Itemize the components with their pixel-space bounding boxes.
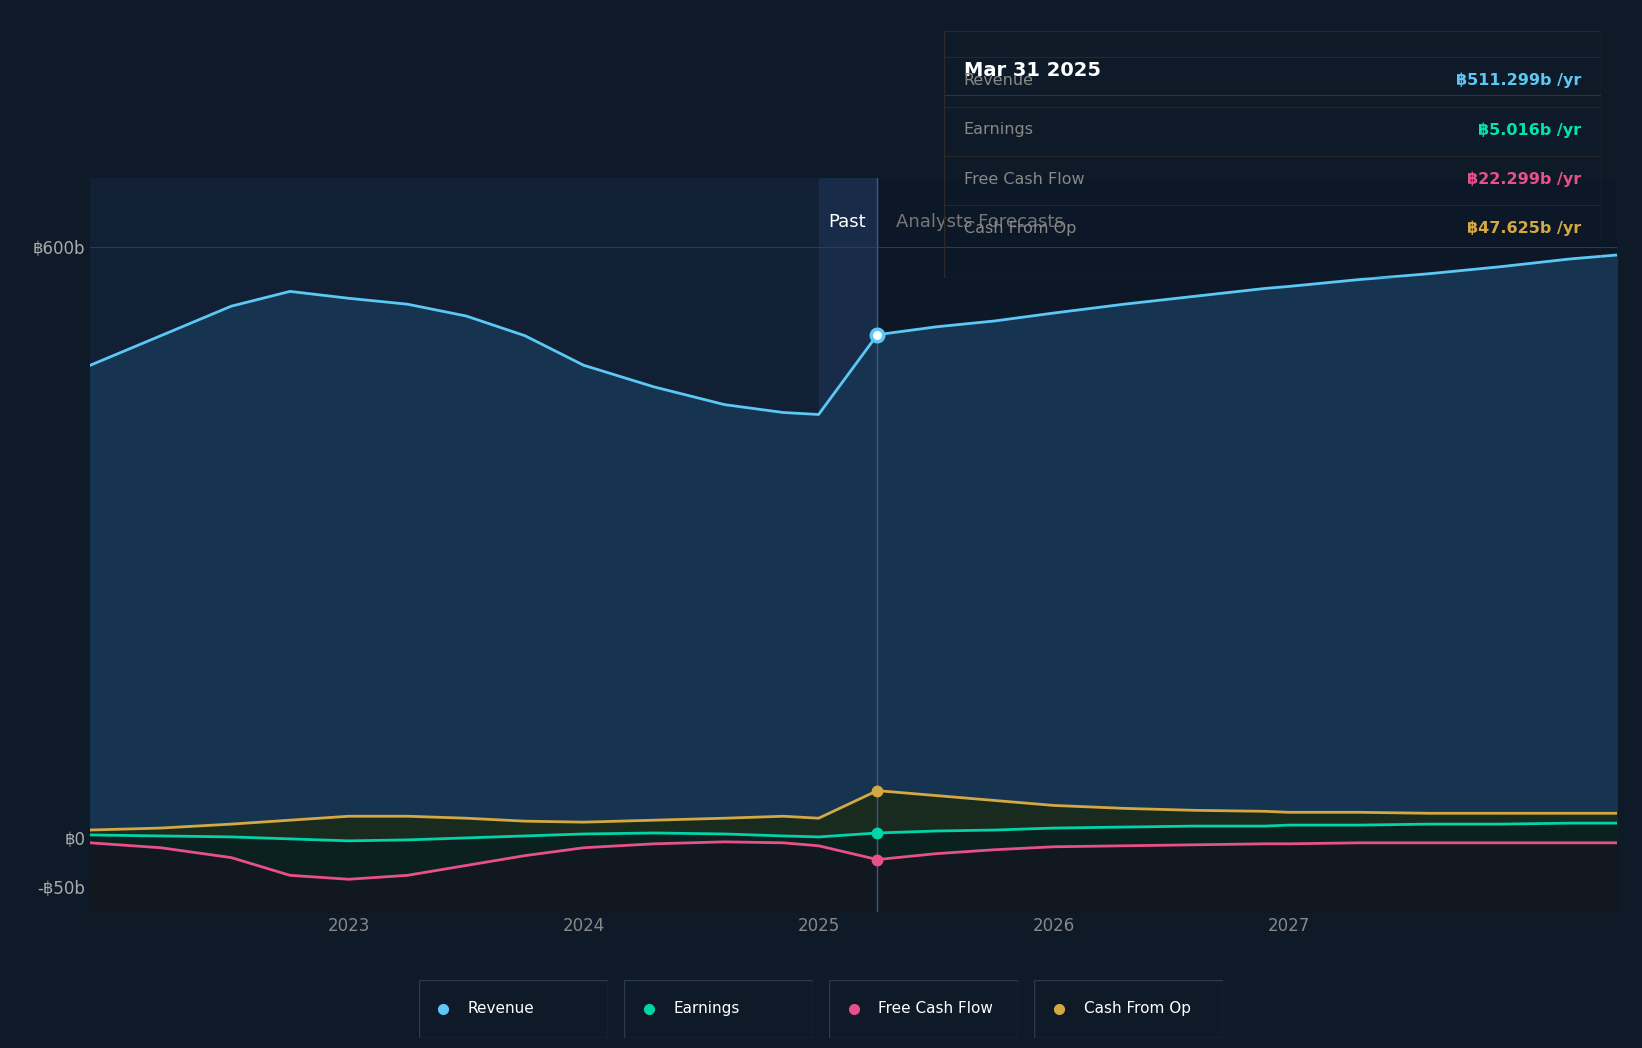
Text: Cash From Op: Cash From Op (1084, 1001, 1190, 1017)
Text: Cash From Op: Cash From Op (964, 221, 1076, 236)
Text: Revenue: Revenue (468, 1001, 535, 1017)
Text: Free Cash Flow: Free Cash Flow (878, 1001, 993, 1017)
Text: ฿47.625b /yr: ฿47.625b /yr (1466, 221, 1581, 236)
Text: Earnings: Earnings (673, 1001, 739, 1017)
Bar (819, 178, 877, 912)
Text: Earnings: Earnings (964, 123, 1034, 137)
Text: Past: Past (828, 213, 865, 231)
Text: ฿5.016b /yr: ฿5.016b /yr (1478, 123, 1581, 137)
Text: Analysts Forecasts: Analysts Forecasts (897, 213, 1064, 231)
Text: ฿22.299b /yr: ฿22.299b /yr (1466, 172, 1581, 187)
Text: Mar 31 2025: Mar 31 2025 (964, 61, 1100, 80)
Bar (877, 178, 1617, 912)
Text: Revenue: Revenue (964, 73, 1034, 88)
Text: Free Cash Flow: Free Cash Flow (964, 172, 1084, 187)
Text: ฿511.299b /yr: ฿511.299b /yr (1456, 73, 1581, 88)
